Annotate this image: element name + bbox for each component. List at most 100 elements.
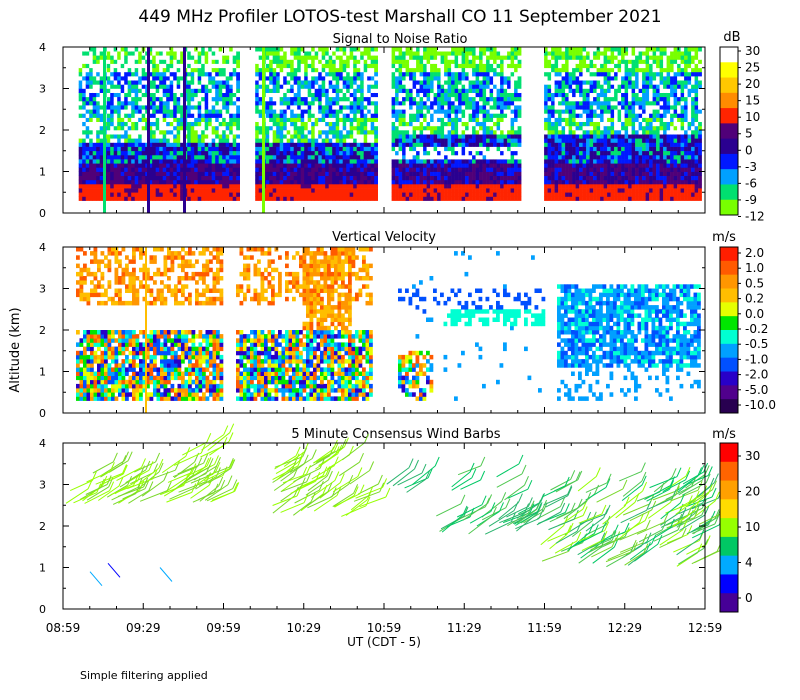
snr-cell — [416, 88, 420, 93]
snr-cell — [190, 196, 195, 201]
snr-cell — [489, 159, 494, 164]
snr-cell — [468, 71, 473, 77]
snr-cell — [124, 47, 128, 52]
snr-cell — [173, 150, 177, 156]
snr-cell — [131, 76, 135, 81]
snr-cell — [255, 138, 259, 143]
snr-cell — [363, 146, 368, 152]
snr-cell — [586, 179, 590, 185]
snr-cell — [458, 125, 462, 131]
snr-cell — [155, 88, 160, 93]
snr-cell — [517, 183, 522, 189]
snr-cell — [596, 167, 601, 172]
snr-cell — [120, 134, 125, 139]
snr-cell — [236, 171, 240, 176]
snr-cell — [579, 88, 583, 93]
snr-cell — [461, 154, 466, 160]
snr-cell — [276, 96, 280, 102]
snr-cell — [500, 138, 504, 143]
snr-cell — [218, 96, 223, 102]
snr-cell — [342, 55, 347, 60]
snr-cell — [269, 130, 273, 135]
snr-cell — [117, 80, 121, 85]
snr-cell — [412, 121, 417, 127]
snr-cell — [225, 84, 230, 89]
snr-cell — [148, 51, 153, 56]
snr-cell — [503, 142, 508, 147]
snr-cell — [374, 154, 378, 160]
snr-cell — [419, 96, 424, 102]
snr-cell — [593, 109, 597, 114]
snr-cell — [332, 179, 336, 185]
snr-cell — [440, 146, 445, 152]
snr-cell — [162, 59, 167, 64]
snr-cell — [353, 55, 357, 60]
snr-cell — [451, 51, 455, 56]
snr-cell — [335, 51, 340, 56]
snr-cell — [461, 47, 466, 52]
snr-cell — [451, 59, 455, 64]
snr-cell — [600, 179, 604, 185]
snr-cell — [307, 175, 312, 181]
snr-cell — [342, 179, 347, 185]
snr-cell — [89, 51, 93, 56]
snr-cell — [596, 175, 601, 181]
snr-cell — [444, 109, 448, 114]
snr-cell — [482, 55, 487, 60]
snr-cell — [416, 109, 420, 114]
snr-cell — [120, 175, 125, 181]
snr-cell — [547, 51, 552, 56]
snr-cell — [419, 55, 424, 60]
snr-cell — [258, 71, 263, 77]
snr-cell — [325, 84, 329, 89]
snr-cell — [479, 51, 483, 56]
snr-cell — [493, 192, 497, 197]
snr-cell — [166, 71, 170, 77]
snr-cell — [496, 47, 501, 52]
snr-cell — [339, 109, 343, 114]
snr-cell — [113, 188, 118, 193]
snr-cell — [304, 138, 308, 143]
snr-cell — [433, 105, 438, 110]
snr-cell — [554, 150, 559, 156]
snr-cell — [468, 59, 473, 64]
snr-cell — [279, 134, 284, 139]
snr-cell — [265, 121, 270, 127]
snr-cell — [575, 130, 580, 135]
snr-cell — [148, 159, 153, 164]
snr-cell — [134, 142, 139, 147]
snr-cell — [155, 154, 160, 160]
snr-cell — [141, 183, 146, 189]
snr-cell — [547, 188, 552, 193]
snr-cell — [565, 192, 569, 197]
snr-cell — [169, 71, 174, 77]
snr-cell — [155, 51, 160, 56]
snr-cell — [416, 134, 420, 139]
snr-cell — [258, 150, 263, 156]
snr-cell — [314, 88, 319, 93]
snr-cell — [496, 171, 501, 176]
snr-cell — [176, 88, 181, 93]
snr-cell — [514, 88, 518, 93]
snr-cell — [332, 105, 336, 110]
snr-cell — [229, 71, 233, 77]
snr-cell — [517, 163, 522, 168]
snr-cell — [236, 163, 240, 168]
snr-cell — [433, 51, 438, 56]
snr-cell — [276, 76, 280, 81]
snr-cell — [258, 63, 263, 69]
snr-cell — [596, 76, 601, 81]
snr-cell — [218, 63, 223, 69]
snr-cell — [106, 142, 111, 147]
snr-cell — [159, 192, 163, 197]
snr-cell — [85, 130, 90, 135]
snr-cell — [468, 76, 473, 81]
snr-cell — [318, 188, 322, 193]
snr-cell — [180, 142, 184, 147]
snr-cell — [332, 142, 336, 147]
snr-cell — [461, 80, 466, 85]
snr-cell — [482, 159, 487, 164]
snr-cell — [232, 183, 237, 189]
snr-cell — [215, 142, 219, 147]
snr-cell — [486, 63, 490, 69]
